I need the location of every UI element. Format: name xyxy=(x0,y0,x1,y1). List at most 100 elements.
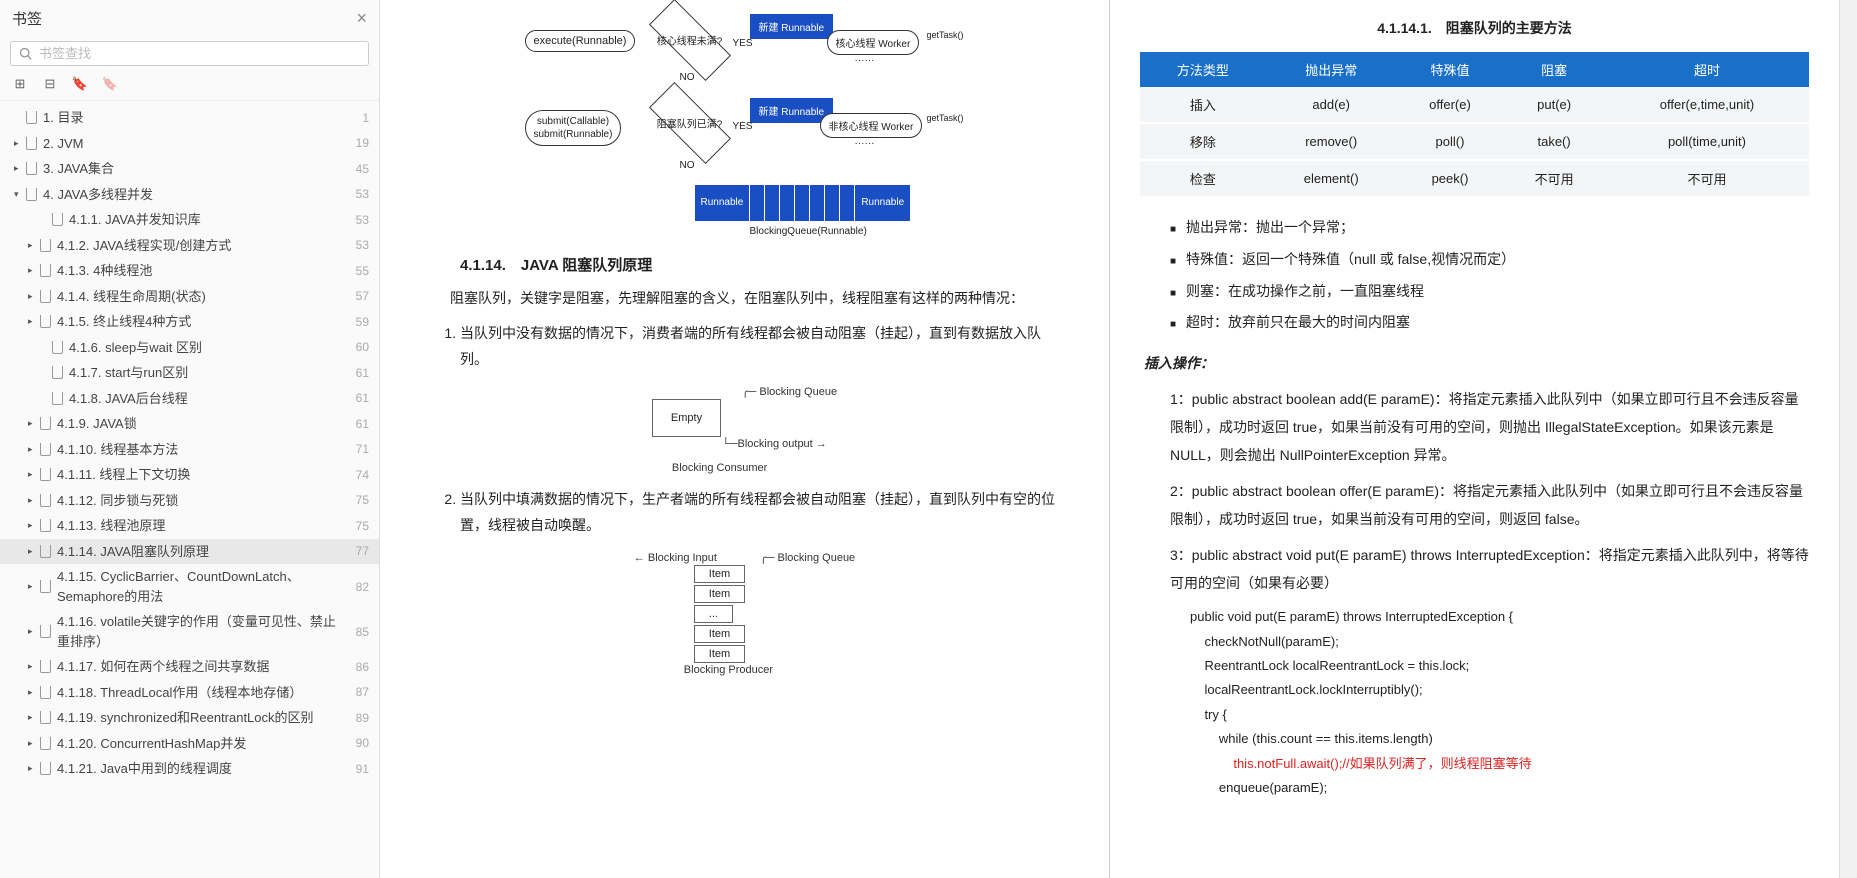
node-queue-full: 阻塞队列已满? xyxy=(648,82,730,164)
bookmark-icon[interactable]: 🔖 xyxy=(72,76,88,92)
expand-arrow-icon[interactable]: ▸ xyxy=(28,520,40,531)
bookmark-icon xyxy=(52,213,63,226)
expand-arrow-icon[interactable]: ▸ xyxy=(28,581,40,592)
toc-item[interactable]: 4.1.7. start与run区别61 xyxy=(0,360,379,386)
expand-arrow-icon[interactable]: ▸ xyxy=(28,661,40,672)
expand-arrow-icon[interactable]: ▸ xyxy=(28,240,40,251)
toc-page-number: 75 xyxy=(356,493,369,507)
bookmark-icon xyxy=(40,239,51,252)
consumer-diagram: ╭─ Blocking Queue Empty └─Blocking outpu… xyxy=(410,385,1079,474)
toc-item[interactable]: ▸4.1.17. 如何在两个线程之间共享数据86 xyxy=(0,654,379,680)
subsection-title: 4.1.14.1. 阻塞队列的主要方法 xyxy=(1140,18,1809,38)
bookmark-icon xyxy=(40,264,51,277)
toc-label: 4.1.2. JAVA线程实现/创建方式 xyxy=(57,236,348,256)
expand-arrow-icon[interactable]: ▾ xyxy=(14,189,26,200)
table-header: 阻塞 xyxy=(1503,52,1605,87)
toc-item[interactable]: ▸4.1.14. JAVA阻塞队列原理77 xyxy=(0,539,379,565)
toc-item[interactable]: ▸4.1.19. synchronized和ReentrantLock的区别89 xyxy=(0,705,379,731)
expand-all-icon[interactable]: ⊞ xyxy=(12,76,28,92)
list-item: 超时：放弃前只在最大的时间内阻塞 xyxy=(1170,311,1809,335)
bookmark-icon xyxy=(40,290,51,303)
expand-arrow-icon[interactable]: ▸ xyxy=(28,418,40,429)
expand-arrow-icon[interactable]: ▸ xyxy=(14,138,26,149)
toc-page-number: 82 xyxy=(356,580,369,594)
expand-arrow-icon[interactable]: ▸ xyxy=(28,763,40,774)
toc-item[interactable]: ▸4.1.18. ThreadLocal作用（线程本地存储）87 xyxy=(0,680,379,706)
toc-label: 4.1.9. JAVA锁 xyxy=(57,414,348,434)
toc-item[interactable]: ▸3. JAVA集合45 xyxy=(0,156,379,182)
toc-item[interactable]: ▸4.1.16. volatile关键字的作用（变量可见性、禁止重排序）85 xyxy=(0,609,379,654)
bookmark-icon xyxy=(40,737,51,750)
bookmark-icon xyxy=(40,468,51,481)
toolbar: ⊞ ⊟ 🔖 🔖 xyxy=(0,72,379,101)
search-input[interactable] xyxy=(39,46,360,61)
toc-item[interactable]: 4.1.1. JAVA并发知识库53 xyxy=(0,207,379,233)
expand-arrow-icon[interactable]: ▸ xyxy=(28,444,40,455)
toc-item[interactable]: 4.1.8. JAVA后台线程61 xyxy=(0,386,379,412)
method-desc-1: 1：public abstract boolean add(E paramE)：… xyxy=(1170,385,1809,469)
toc-item[interactable]: ▸4.1.15. CyclicBarrier、CountDownLatch、Se… xyxy=(0,564,379,609)
toc-label: 4.1.8. JAVA后台线程 xyxy=(69,389,348,409)
toc-item[interactable]: 1. 目录1 xyxy=(0,105,379,131)
toc-item[interactable]: ▸4.1.9. JAVA锁61 xyxy=(0,411,379,437)
bookmark-icon xyxy=(52,392,63,405)
expand-arrow-icon[interactable]: ▸ xyxy=(28,316,40,327)
toc-item[interactable]: ▸4.1.12. 同步锁与死锁75 xyxy=(0,488,379,514)
method-desc-2: 2：public abstract boolean offer(E paramE… xyxy=(1170,477,1809,533)
expand-arrow-icon[interactable]: ▸ xyxy=(14,163,26,174)
toc-item[interactable]: ▾4. JAVA多线程并发53 xyxy=(0,182,379,208)
method-desc-3: 3：public abstract void put(E paramE) thr… xyxy=(1170,541,1809,597)
expand-arrow-icon[interactable]: ▸ xyxy=(28,291,40,302)
bookmark-icon xyxy=(40,660,51,673)
bookmark-icon xyxy=(40,580,51,593)
table-header: 抛出异常 xyxy=(1266,52,1397,87)
toc-label: 4.1.16. volatile关键字的作用（变量可见性、禁止重排序） xyxy=(57,612,348,651)
expand-arrow-icon[interactable]: ▸ xyxy=(28,687,40,698)
toc-page-number: 91 xyxy=(356,762,369,776)
toc-label: 1. 目录 xyxy=(43,108,354,128)
close-icon[interactable]: × xyxy=(356,8,367,29)
label-yes-2: YES xyxy=(733,121,753,132)
bookmark-icon xyxy=(40,545,51,558)
list-item: 特殊值：返回一个特殊值（null 或 false,视情况而定） xyxy=(1170,248,1809,272)
bookmark-icon xyxy=(40,711,51,724)
label-gettask-2: getTask() xyxy=(927,113,964,123)
list-item: 则塞：在成功操作之前，一直阻塞线程 xyxy=(1170,280,1809,304)
bookmark-outline-icon[interactable]: 🔖 xyxy=(102,76,118,92)
expand-arrow-icon[interactable]: ▸ xyxy=(28,546,40,557)
table-row: 插入add(e)offer(e)put(e)offer(e,time,unit) xyxy=(1140,87,1809,123)
toc-page-number: 53 xyxy=(356,213,369,227)
expand-arrow-icon[interactable]: ▸ xyxy=(28,265,40,276)
toc-page-number: 71 xyxy=(356,442,369,456)
list-item-2: 当队列中填满数据的情况下，生产者端的所有线程都会被自动阻塞（挂起），直到队列中有… xyxy=(460,486,1059,539)
toc-label: 4.1.4. 线程生命周期(状态) xyxy=(57,287,348,307)
toc-label: 4.1.10. 线程基本方法 xyxy=(57,440,348,460)
toc-item[interactable]: ▸4.1.21. Java中用到的线程调度91 xyxy=(0,756,379,782)
toc-item[interactable]: ▸4.1.4. 线程生命周期(状态)57 xyxy=(0,284,379,310)
toc-item[interactable]: ▸4.1.13. 线程池原理75 xyxy=(0,513,379,539)
toc-page-number: 53 xyxy=(356,238,369,252)
expand-arrow-icon[interactable]: ▸ xyxy=(28,738,40,749)
expand-arrow-icon[interactable]: ▸ xyxy=(28,495,40,506)
toc-item[interactable]: ▸4.1.5. 终止线程4种方式59 xyxy=(0,309,379,335)
toc-item[interactable]: ▸2. JVM19 xyxy=(0,131,379,157)
expand-arrow-icon[interactable]: ▸ xyxy=(28,626,40,637)
scrollbar-gutter[interactable] xyxy=(1839,0,1857,878)
toc-item[interactable]: ▸ 4.1.2. JAVA线程实现/创建方式 53 xyxy=(0,233,379,259)
toc-item[interactable]: ▸4.1.11. 线程上下文切换74 xyxy=(0,462,379,488)
expand-arrow-icon[interactable]: ▸ xyxy=(28,712,40,723)
toc-item[interactable]: ▸ 4.1.10. 线程基本方法 71 xyxy=(0,437,379,463)
bookmark-icon xyxy=(26,162,37,175)
toc-label: 3. JAVA集合 xyxy=(43,159,348,179)
toc-item[interactable]: 4.1.6. sleep与wait 区别60 xyxy=(0,335,379,361)
node-submit: submit(Callable) submit(Runnable) xyxy=(525,110,622,146)
toc-label: 4.1.14. JAVA阻塞队列原理 xyxy=(57,542,348,562)
sidebar-title: 书签 xyxy=(12,8,42,29)
toc-item[interactable]: ▸4.1.20. ConcurrentHashMap并发90 xyxy=(0,731,379,757)
toc-page-number: 87 xyxy=(356,685,369,699)
collapse-all-icon[interactable]: ⊟ xyxy=(42,76,58,92)
dots: ······ xyxy=(855,55,875,66)
expand-arrow-icon[interactable]: ▸ xyxy=(28,469,40,480)
search-input-wrapper[interactable] xyxy=(10,41,369,66)
toc-item[interactable]: ▸4.1.3. 4种线程池55 xyxy=(0,258,379,284)
